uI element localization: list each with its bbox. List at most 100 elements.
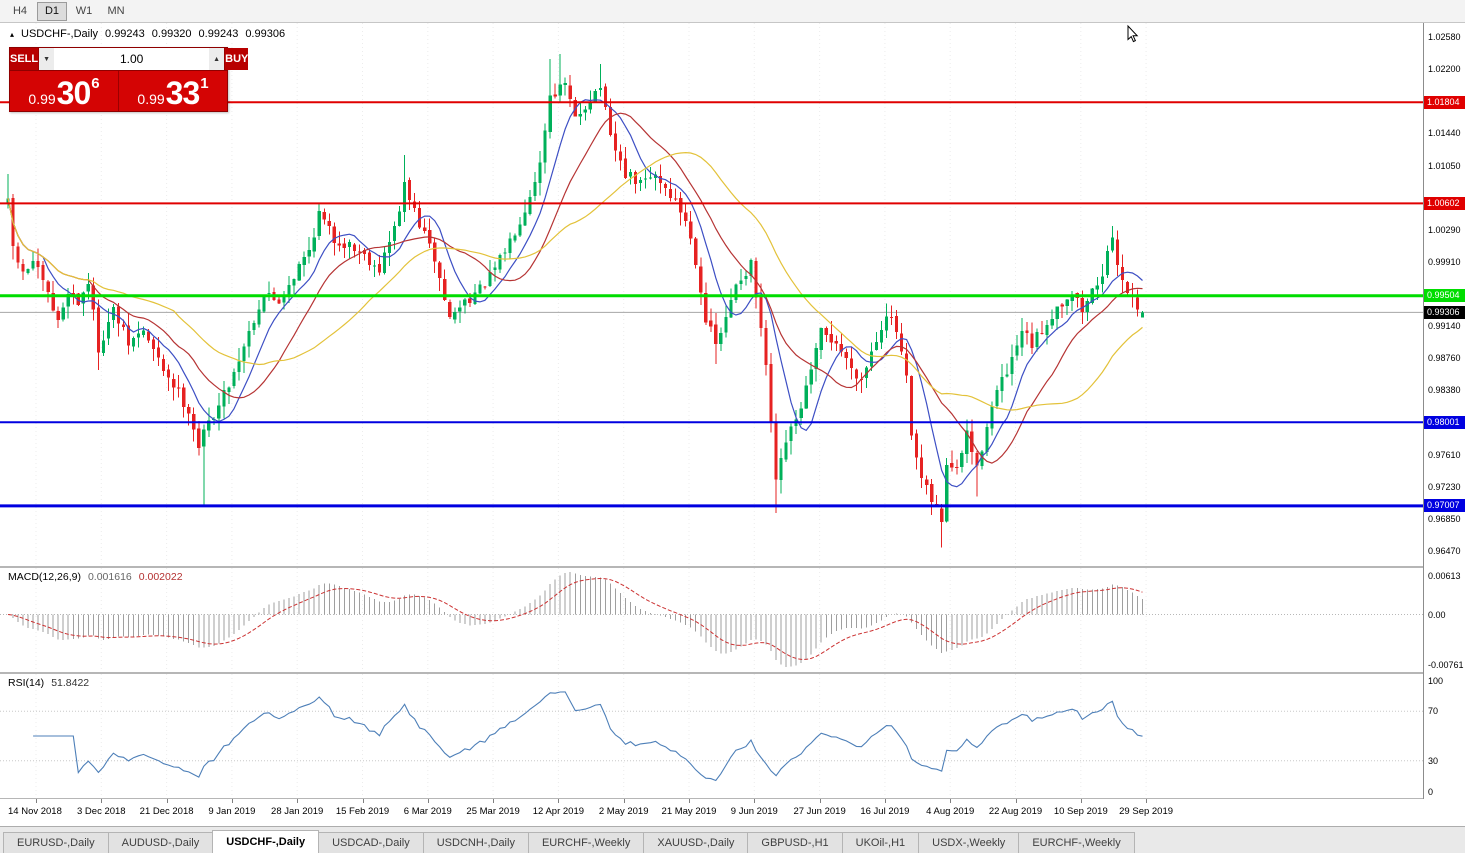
sell-price-prefix: 0.99	[28, 91, 56, 107]
time-axis-label: 3 Dec 2018	[77, 806, 126, 817]
price-axis-label: 1.00290	[1428, 224, 1461, 235]
pane-splitter[interactable]	[0, 798, 1465, 799]
price-axis-label: 0.96470	[1428, 546, 1461, 557]
chart-tab-bar: EURUSD-,Daily AUDUSD-,Daily USDCHF-,Daily U…	[0, 826, 1465, 853]
time-axis-tick	[297, 799, 299, 803]
tab-eurchf-weekly[interactable]: EURCHF-,Weekly	[1018, 832, 1135, 853]
ma-8-line	[7, 99, 1143, 488]
candles	[6, 53, 1145, 548]
tab-usdcad-daily[interactable]: USDCAD-,Daily	[318, 832, 424, 853]
time-axis-label: 4 Aug 2019	[926, 806, 975, 817]
price-axis-label: 1.02200	[1428, 63, 1461, 74]
tab-gbpusd-h1[interactable]: GBPUSD-,H1	[747, 832, 843, 853]
time-axis-label: 21 Dec 2018	[139, 806, 194, 817]
ohlc-high: 0.99320	[151, 28, 192, 40]
chart-ohlc-header: ▴ USDCHF-,Daily 0.99243 0.99320 0.99243 …	[10, 28, 285, 40]
price-chart-canvas[interactable]	[0, 23, 1423, 566]
time-axis-tick	[493, 799, 495, 803]
time-axis-tick	[101, 799, 103, 803]
price-line-label: 0.99504	[1424, 289, 1465, 303]
timeframe-button-mn[interactable]: MN	[107, 5, 125, 17]
buy-button[interactable]: BUY	[225, 48, 249, 70]
macd-title: MACD(12,26,9)	[8, 571, 81, 583]
price-axis-label: 1.02580	[1428, 31, 1461, 42]
time-axis-tick	[231, 799, 233, 803]
price-axis-label: 0.96850	[1428, 514, 1461, 525]
buy-price-pip: 1	[200, 75, 209, 92]
time-axis-label: 25 Mar 2019	[466, 806, 520, 817]
macd-pane[interactable]: MACD(12,26,9) 0.001616 0.002022	[0, 568, 1423, 672]
ma-34-line	[7, 151, 1143, 411]
macd-histogram	[12, 572, 1144, 667]
vertical-grid	[35, 674, 1147, 798]
tab-xauusd-daily[interactable]: XAUUSD-,Daily	[643, 832, 749, 853]
time-axis-tick	[166, 799, 168, 803]
volume-decrease-button[interactable]: ▼	[39, 48, 55, 70]
tab-usdchf-daily[interactable]: USDCHF-,Daily	[212, 830, 320, 853]
tab-audusd-daily[interactable]: AUDUSD-,Daily	[107, 832, 214, 853]
mouse-cursor	[1127, 24, 1139, 43]
time-axis-label: 28 Jan 2019	[271, 806, 324, 817]
price-axis-label: 1.01440	[1428, 127, 1461, 138]
price-line-label: 1.00602	[1424, 196, 1465, 210]
rsi-line	[33, 691, 1143, 782]
price-axis-label: 0.98760	[1428, 353, 1461, 364]
volume-increase-button[interactable]: ▲	[209, 48, 225, 70]
time-axis[interactable]: 14 Nov 2018 3 Dec 2018 21 Dec 2018 9 Jan 20…	[0, 799, 1465, 826]
buy-price-prefix: 0.99	[137, 91, 165, 107]
sell-button[interactable]: SELL	[10, 48, 39, 70]
price-axis-label: 0.99910	[1428, 256, 1461, 267]
time-axis-label: 12 Apr 2019	[532, 806, 585, 817]
macd-canvas[interactable]	[0, 568, 1423, 672]
price-axis-label: 0.97230	[1428, 482, 1461, 493]
time-axis-tick	[950, 799, 952, 803]
sell-price-panel[interactable]: 0.99 30 6	[10, 71, 118, 111]
sell-price-pip: 6	[91, 75, 100, 92]
tab-eurchf-weekly[interactable]: EURCHF-,Weekly	[527, 832, 645, 853]
macd-value-main: 0.001616	[87, 571, 132, 583]
vertical-grid	[35, 23, 1147, 566]
price-axis-label: 0.97610	[1428, 450, 1461, 461]
main-chart-pane[interactable]: ▴ USDCHF-,Daily 0.99243 0.99320 0.99243 …	[0, 23, 1423, 566]
timeframe-button-w1[interactable]: W1	[75, 5, 93, 17]
time-axis-tick	[558, 799, 560, 803]
time-axis-label: 9 Jan 2019	[208, 806, 256, 817]
time-axis-label: 16 Jul 2019	[860, 806, 910, 817]
rsi-pane[interactable]: RSI(14) 51.8422	[0, 674, 1423, 798]
buy-price-panel[interactable]: 0.99 33 1	[118, 71, 227, 111]
price-line-label: 0.98001	[1424, 415, 1465, 429]
time-axis-label: 21 May 2019	[661, 806, 717, 817]
pane-splitter[interactable]	[0, 672, 1465, 674]
time-axis-label: 29 Sep 2019	[1119, 806, 1174, 817]
tab-usdcnh-daily[interactable]: USDCNH-,Daily	[422, 832, 529, 853]
time-axis-label: 15 Feb 2019	[335, 806, 390, 817]
pane-splitter[interactable]	[0, 566, 1465, 568]
trade-price-row: 0.99 30 6 0.99 33 1	[10, 70, 227, 111]
price-line-label: 0.97007	[1424, 499, 1465, 513]
time-axis-label: 10 Sep 2019	[1053, 806, 1108, 817]
time-axis-tick	[819, 799, 821, 803]
time-axis-tick	[1146, 799, 1148, 803]
current-price-label: 0.99306	[1424, 305, 1465, 319]
time-axis-label: 14 Nov 2018	[8, 806, 62, 817]
sell-price-big: 30	[56, 75, 92, 111]
volume-input[interactable]	[54, 48, 210, 70]
price-axis[interactable]: 1.02580 1.02200 1.01440 1.01050 1.00290 0.999…	[1423, 23, 1465, 799]
tab-usdx-weekly[interactable]: USDX-,Weekly	[918, 832, 1020, 853]
ohlc-open: 0.99243	[105, 28, 145, 40]
tab-ukoil-h1[interactable]: UKOil-,H1	[841, 832, 920, 853]
price-axis-label: 0.99140	[1428, 321, 1461, 332]
price-axis-label: 0.98380	[1428, 385, 1461, 396]
time-axis-label: 22 Aug 2019	[988, 806, 1043, 817]
time-axis-tick	[427, 799, 429, 803]
timeframe-button-d1[interactable]: D1	[37, 1, 67, 21]
rsi-title: RSI(14)	[8, 677, 45, 689]
timeframe-button-h4[interactable]: H4	[12, 5, 28, 17]
symbol-marker-icon: ▴	[10, 29, 15, 39]
time-axis-tick	[1080, 799, 1082, 803]
symbol-title: USDCHF-,Daily	[21, 28, 99, 40]
rsi-canvas[interactable]	[0, 674, 1423, 798]
tab-eurusd-daily[interactable]: EURUSD-,Daily	[3, 832, 109, 853]
